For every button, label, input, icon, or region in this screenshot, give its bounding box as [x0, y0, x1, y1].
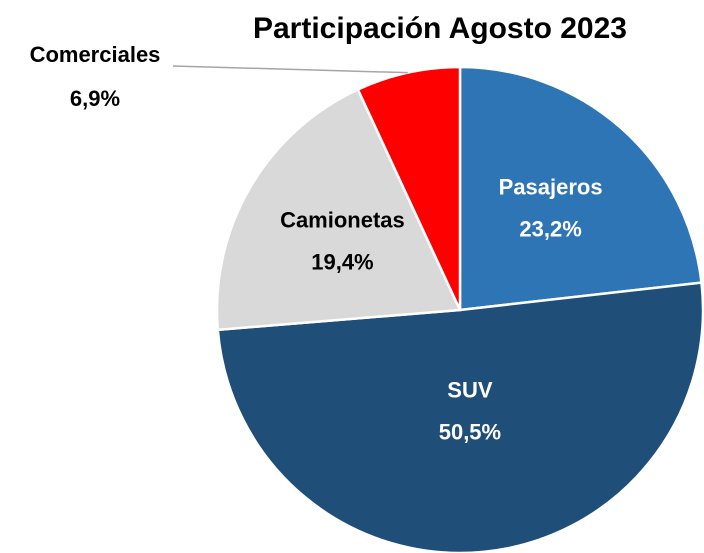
slice-label: Comerciales	[30, 42, 161, 67]
leader-line	[172, 65, 408, 74]
slice-value-label: 6,9%	[70, 86, 120, 111]
pie-slice	[215, 87, 462, 332]
pie-slice	[356, 65, 462, 311]
slice-value-label: 19,4%	[311, 249, 373, 274]
pie-slice	[216, 281, 704, 553]
slice-value-label: 50,5%	[439, 419, 501, 444]
slice-label: Camionetas	[280, 207, 405, 232]
slice-label: Pasajeros	[499, 174, 603, 199]
chart-title: Participación Agosto 2023	[253, 12, 627, 45]
slice-value-label: 23,2%	[519, 216, 581, 241]
slice-label: SUV	[447, 377, 493, 402]
pie-slice	[458, 65, 703, 312]
